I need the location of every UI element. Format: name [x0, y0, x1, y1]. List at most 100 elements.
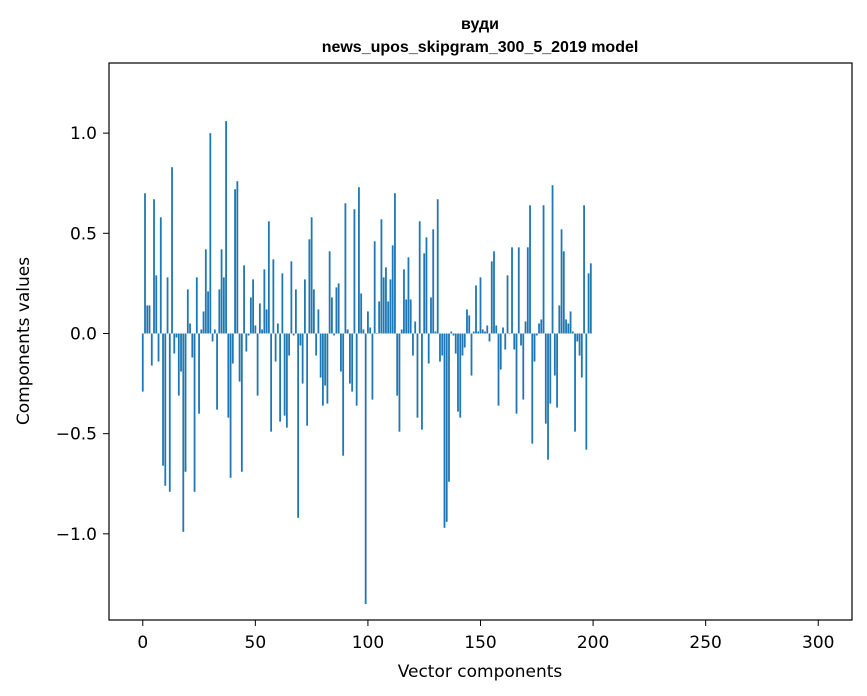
- bar: [319, 333, 322, 378]
- bar: [342, 333, 345, 456]
- bar: [398, 333, 401, 432]
- bar: [542, 205, 545, 334]
- bar: [376, 333, 378, 334]
- bar: [193, 333, 196, 492]
- bar: [364, 333, 367, 604]
- bar: [502, 327, 504, 334]
- bar: [225, 121, 227, 334]
- bar: [184, 333, 187, 472]
- chart-title-line1: вуди: [461, 16, 499, 33]
- y-axis-label: Components values: [14, 257, 34, 425]
- bar: [265, 309, 268, 334]
- bar: [549, 333, 552, 404]
- bar: [148, 305, 151, 334]
- bar: [180, 333, 182, 372]
- bar: [445, 333, 448, 522]
- bar: [276, 323, 279, 334]
- bar: [488, 333, 491, 342]
- bar: [272, 259, 275, 334]
- bar: [535, 333, 538, 336]
- bar: [504, 333, 507, 350]
- bar: [168, 333, 171, 492]
- bar: [247, 333, 250, 336]
- bar: [315, 333, 318, 356]
- bar: [340, 333, 342, 372]
- bar: [405, 299, 408, 334]
- bar: [430, 297, 432, 334]
- bar: [189, 323, 191, 334]
- bar: [578, 333, 581, 356]
- bar: [236, 181, 239, 334]
- bar: [324, 333, 327, 386]
- bar: [157, 333, 160, 362]
- bar: [153, 199, 155, 334]
- bar: [416, 333, 419, 418]
- bar: [472, 331, 475, 334]
- bar: [409, 299, 412, 334]
- bar: [452, 333, 455, 336]
- bar: [369, 327, 372, 334]
- bar: [351, 333, 354, 392]
- bar: [403, 269, 405, 334]
- bar: [306, 333, 309, 426]
- bar: [331, 297, 333, 334]
- bar: [580, 333, 583, 378]
- bar: [150, 333, 153, 366]
- bar: [490, 261, 493, 334]
- bar: [243, 265, 245, 334]
- bar: [567, 323, 570, 334]
- bar: [204, 249, 207, 334]
- bar: [479, 277, 482, 334]
- bar: [279, 333, 282, 422]
- bar: [571, 331, 574, 334]
- bar: [200, 329, 203, 334]
- bar: [303, 279, 306, 334]
- bar: [547, 333, 549, 460]
- bar: [583, 205, 585, 334]
- x-tick-label: 0: [137, 633, 148, 653]
- x-tick-label: 250: [689, 633, 721, 653]
- bar: [317, 309, 320, 334]
- bar: [267, 221, 270, 334]
- bar: [211, 333, 214, 342]
- bar: [198, 333, 200, 414]
- bar: [281, 273, 284, 334]
- bar: [389, 279, 392, 334]
- bar: [434, 331, 437, 334]
- bar: [195, 277, 198, 334]
- bar: [481, 329, 484, 334]
- bar: [213, 329, 216, 334]
- plot-frame: [108, 62, 853, 621]
- bar: [569, 311, 572, 334]
- bar: [301, 333, 304, 384]
- bar: [517, 247, 520, 334]
- bar: [310, 217, 313, 334]
- bar: [425, 237, 428, 334]
- x-ticks: 0 50 100 150 200 250 300: [137, 620, 834, 653]
- x-axis-label: Vector components: [398, 662, 563, 682]
- bar: [508, 333, 511, 334]
- bar: [421, 333, 423, 430]
- bar: [436, 199, 439, 334]
- bar: [207, 291, 209, 334]
- bar: [526, 247, 529, 334]
- bar: [461, 333, 464, 356]
- bar: [371, 333, 374, 400]
- bar: [587, 273, 590, 334]
- bar: [175, 333, 178, 338]
- bar: [439, 333, 441, 362]
- bar: [261, 329, 263, 334]
- bar: [220, 249, 223, 334]
- bar: [258, 303, 261, 334]
- bar: [441, 333, 444, 356]
- bar: [497, 333, 500, 406]
- x-tick-label: 150: [464, 633, 496, 653]
- bar: [294, 289, 297, 334]
- bar: [249, 297, 252, 334]
- y-tick-label: −0.5: [56, 425, 97, 445]
- bar: [396, 333, 399, 396]
- bar: [240, 333, 243, 472]
- plot-area: [109, 63, 852, 620]
- bar: [457, 333, 459, 412]
- bar: [551, 185, 554, 334]
